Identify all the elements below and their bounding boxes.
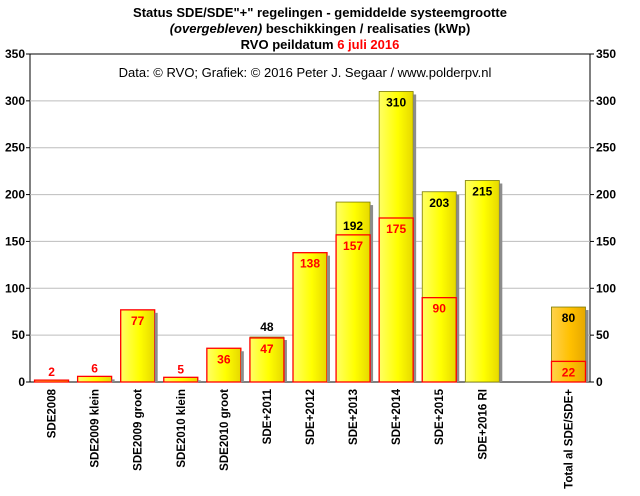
realisatie-bar	[163, 376, 199, 383]
beschikking-value-label: 192	[343, 219, 363, 233]
realisatie-value-label: 175	[386, 222, 406, 236]
y-tick-label-right: 150	[596, 234, 616, 248]
beschikking-value-label: 48	[260, 320, 274, 334]
chart-title: Status SDE/SDE"+" regelingen - gemiddeld…	[133, 5, 507, 20]
beschikking-bar	[421, 191, 457, 383]
chart-subtitle-rest: beschikkingen / realisaties (kWp)	[262, 21, 470, 36]
beschikking-value-label: 215	[472, 185, 492, 199]
realisatie-bar	[378, 217, 414, 383]
beschikking-bar	[464, 180, 500, 383]
x-category-label: SDE2009 groot	[133, 389, 145, 471]
y-axis-right: 0 50 100 150 200 250 300 350	[590, 47, 616, 389]
realisatie-bar	[33, 379, 70, 383]
bar-shadow	[154, 312, 158, 382]
realisatie-value-label: 138	[300, 257, 320, 271]
realisatie-bar	[550, 360, 587, 383]
bar-shadow	[111, 379, 115, 382]
y-axis-left: 0 50 100 150 200 250 300 350	[5, 47, 30, 389]
y-tick-label-left: 250	[5, 141, 25, 155]
bar-shadow	[456, 194, 460, 382]
chart-subtitle: (overgebleven) beschikkingen / realisati…	[170, 21, 471, 36]
bar-shadow	[370, 205, 374, 382]
realisatie-bar	[249, 337, 285, 383]
x-axis-categories: SDE2008 SDE2009 klein SDE2009 groot SDE2010…	[47, 388, 576, 488]
realisatie-value-label: 6	[91, 361, 98, 375]
beschikking-value-label: 80	[562, 311, 576, 325]
chart-date-value: 6 juli 2016	[337, 37, 399, 52]
realisatie-value-label: 90	[433, 302, 447, 316]
x-category-label: SDE+2012	[305, 389, 317, 445]
realisatie-bar	[335, 234, 371, 383]
y-tick-label-right: 250	[596, 141, 616, 155]
realisatie-value-label: 2	[48, 365, 55, 379]
bar-shadow	[240, 351, 244, 382]
realisatie-value-label: 36	[217, 352, 231, 366]
x-category-label: SDE+2013	[348, 389, 360, 445]
realisatie-bar	[76, 375, 113, 383]
realisatie-value-label: 5	[177, 362, 184, 376]
y-tick-label-right: 200	[596, 188, 616, 202]
y-tick-label-left: 300	[5, 94, 25, 108]
x-category-label: SDE+2016 RI	[477, 389, 489, 460]
y-tick-label-right: 100	[596, 281, 616, 295]
chart-credit: Data: © RVO; Grafiek: © 2016 Peter J. Se…	[119, 65, 492, 80]
y-tick-label-right: 300	[596, 94, 616, 108]
bar-shadow	[197, 380, 201, 382]
x-category-label: SDE2010 groot	[219, 389, 231, 471]
chart-subtitle-italic: (overgebleven)	[170, 21, 262, 36]
data-labels: 2 6 77 5 36 48 47 138 192 157 310 175 203 90 215 80 22	[48, 95, 575, 379]
x-category-label: SDE2008	[47, 388, 59, 438]
y-tick-label-right: 0	[596, 375, 603, 389]
beschikking-bar	[551, 306, 586, 383]
y-tick-label-left: 50	[12, 328, 26, 342]
beschikking-value-label: 203	[429, 196, 449, 210]
x-category-label: SDE+2011	[262, 388, 274, 444]
bar-shadow	[327, 255, 330, 382]
y-tick-label-right: 50	[596, 328, 610, 342]
chart-date-line: RVO peildatum 6 juli 2016	[241, 37, 400, 52]
x-category-label: Total al SDE/SDE+	[563, 389, 575, 489]
bars	[33, 91, 589, 383]
realisatie-bar	[421, 297, 457, 383]
beschikking-value-label: 310	[386, 95, 406, 109]
realisatie-value-label: 77	[131, 314, 145, 328]
realisatie-bar	[292, 252, 328, 383]
x-category-label: SDE+2015	[434, 388, 446, 445]
y-tick-label-right: 350	[596, 47, 616, 61]
y-tick-label-left: 0	[18, 375, 25, 389]
bar-shadow	[413, 94, 417, 382]
x-category-label: SDE2010 klein	[176, 389, 188, 468]
realisatie-value-label: 157	[343, 239, 363, 253]
x-category-label: SDE+2014	[391, 388, 403, 445]
realisatie-value-label: 47	[260, 342, 274, 356]
x-category-label: SDE2009 klein	[90, 389, 102, 468]
bar-shadow	[585, 310, 589, 382]
beschikking-bar	[378, 91, 414, 383]
y-tick-label-left: 100	[5, 281, 25, 295]
y-tick-label-left: 150	[5, 234, 25, 248]
chart-date-prefix: RVO peildatum	[241, 37, 338, 52]
bar-shadow	[499, 183, 503, 382]
realisatie-value-label: 22	[562, 365, 576, 379]
y-tick-label-left: 350	[5, 47, 25, 61]
realisatie-bar	[206, 347, 242, 383]
bar-shadow	[283, 340, 287, 382]
y-tick-label-left: 200	[5, 188, 25, 202]
